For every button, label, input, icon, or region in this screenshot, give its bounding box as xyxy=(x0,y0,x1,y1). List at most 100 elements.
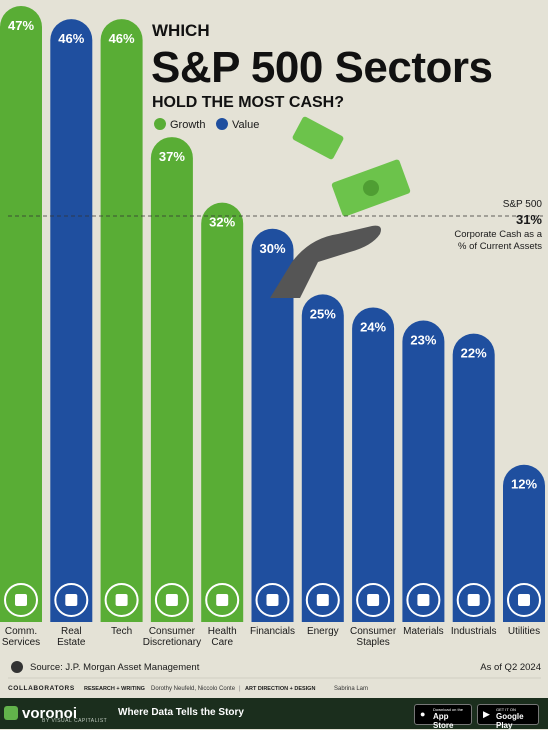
category-label-financials: Financials xyxy=(250,626,295,637)
category-label-materials: Materials xyxy=(403,626,444,637)
money-bag-icon xyxy=(255,583,290,617)
reference-desc-line1: Corporate Cash as a xyxy=(454,229,542,240)
reference-label: S&P 500 xyxy=(503,199,543,210)
value-label-materials: 23% xyxy=(410,333,436,348)
footer-bar: voronoi BY VISUAL CAPITALIST Where Data … xyxy=(0,698,548,730)
category-label-consumer-staples-line2: Staples xyxy=(356,637,389,648)
google-play-small-text: GET IT ON xyxy=(496,707,516,712)
reference-value: 31% xyxy=(516,212,542,227)
category-label-utilities: Utilities xyxy=(508,626,540,637)
building-icon-glyph xyxy=(65,594,78,606)
category-label-comm-services-line1: Comm. xyxy=(5,626,37,637)
hand-icon xyxy=(270,225,381,298)
category-label-consumer-staples-line1: Consumer xyxy=(350,626,397,637)
research-label: RESEARCH + WRITING xyxy=(84,686,145,692)
source-logo-icon xyxy=(11,661,23,673)
grocery-basket-icon-glyph xyxy=(367,594,380,606)
hand-with-money-illustration xyxy=(270,116,411,298)
app-store-button[interactable]: ● Download on the App Store xyxy=(414,704,472,730)
play-icon: ▶ xyxy=(483,709,490,719)
shopping-bag-icon-glyph xyxy=(165,594,178,606)
category-label-consumer-discretionary-line1: Consumer xyxy=(149,626,196,637)
as-of-text: As of Q2 2024 xyxy=(480,662,541,673)
medical-kit-icon xyxy=(205,583,240,617)
credits-separator: | xyxy=(239,686,241,692)
apple-icon: ● xyxy=(420,709,426,719)
bar-financials xyxy=(251,228,294,622)
value-label-consumer-staples: 24% xyxy=(360,319,386,334)
brand-subtitle: BY VISUAL CAPITALIST xyxy=(42,718,108,724)
category-label-consumer-discretionary-line2: Discretionary xyxy=(143,637,201,648)
factory-icon-glyph xyxy=(467,594,480,606)
bar-consumer-staples xyxy=(352,307,395,622)
app-store-label: App Store xyxy=(433,712,454,730)
category-label-real-estate-line2: Estate xyxy=(57,637,86,648)
voronoi-logo-icon xyxy=(4,706,18,720)
medical-kit-icon-glyph xyxy=(216,594,229,606)
building-icon xyxy=(54,583,89,617)
art-direction-label: ART DIRECTION + DESIGN xyxy=(245,686,315,692)
value-label-consumer-discretionary: 37% xyxy=(159,149,185,164)
floating-bill-icon xyxy=(292,116,344,160)
category-label-tech: Tech xyxy=(111,626,132,637)
category-label-comm-services-line2: Services xyxy=(2,637,40,648)
value-label-tech: 46% xyxy=(109,31,135,46)
legend-value-swatch xyxy=(216,118,228,130)
art-direction-names: Sabrina Lam xyxy=(334,686,368,692)
category-label-health-care-line2: Care xyxy=(211,637,233,648)
google-play-button[interactable]: ▶ GET IT ON Google Play xyxy=(477,704,539,730)
legend-value-label: Value xyxy=(232,119,259,131)
collaborators-heading: COLLABORATORS xyxy=(8,685,75,692)
shopping-bag-icon xyxy=(154,583,189,617)
category-label-industrials: Industrials xyxy=(451,626,497,637)
app-store-small-text: Download on the xyxy=(433,707,464,712)
title-line3: HOLD THE MOST CASH? xyxy=(152,94,344,111)
bill-emblem-icon xyxy=(363,180,379,196)
bar-consumer-discretionary xyxy=(150,137,193,622)
monitor-icon xyxy=(104,583,139,617)
grocery-basket-icon xyxy=(356,583,391,617)
value-label-industrials: 22% xyxy=(461,346,487,361)
brand-name: voronoi xyxy=(22,705,77,722)
research-names: Dorothy Neufeld, Niccolo Conte xyxy=(151,686,236,692)
category-label-real-estate-line1: Real xyxy=(61,626,82,637)
footer-tagline: Where Data Tells the Story xyxy=(118,707,244,718)
google-play-label: Google Play xyxy=(496,712,524,730)
value-label-energy: 25% xyxy=(310,306,336,321)
bricks-icon-glyph xyxy=(417,594,430,606)
value-label-utilities: 12% xyxy=(511,477,537,492)
legend-growth-swatch xyxy=(154,118,166,130)
title-line1: WHICH xyxy=(152,21,210,40)
category-label-energy: Energy xyxy=(307,626,339,637)
icons-group xyxy=(4,583,541,617)
factory-icon xyxy=(456,583,491,617)
bar-utilities xyxy=(503,464,545,622)
title-main: S&P 500 Sectors xyxy=(151,43,492,92)
bar-health-care xyxy=(201,202,244,622)
reference-desc-line2: % of Current Assets xyxy=(458,241,542,252)
utility-tools-icon-glyph xyxy=(518,594,530,606)
bar-tech xyxy=(100,19,143,622)
bar-industrials xyxy=(452,333,495,622)
bars-group: 47% 46% 46% 37% 32% 30% 25% 24% 23% 22% 12% xyxy=(0,6,545,622)
utility-tools-icon xyxy=(507,583,541,617)
value-label-health-care: 32% xyxy=(209,215,235,230)
category-label-health-care-line1: Health xyxy=(208,626,237,637)
bricks-icon xyxy=(406,583,441,617)
headset-icon xyxy=(4,583,38,617)
legend-growth-label: Growth xyxy=(170,119,205,131)
money-bag-icon-glyph xyxy=(266,594,279,606)
bar-comm-services xyxy=(0,6,42,622)
bar-real-estate xyxy=(50,19,93,622)
value-label-comm-services: 47% xyxy=(8,18,34,33)
bar-energy xyxy=(301,294,344,622)
battery-icon xyxy=(305,583,340,617)
headset-icon-glyph xyxy=(15,594,27,606)
value-label-financials: 30% xyxy=(259,241,285,256)
battery-icon-glyph xyxy=(316,594,329,606)
bar-materials xyxy=(402,320,445,622)
monitor-icon-glyph xyxy=(115,594,128,606)
value-label-real-estate: 46% xyxy=(58,31,84,46)
